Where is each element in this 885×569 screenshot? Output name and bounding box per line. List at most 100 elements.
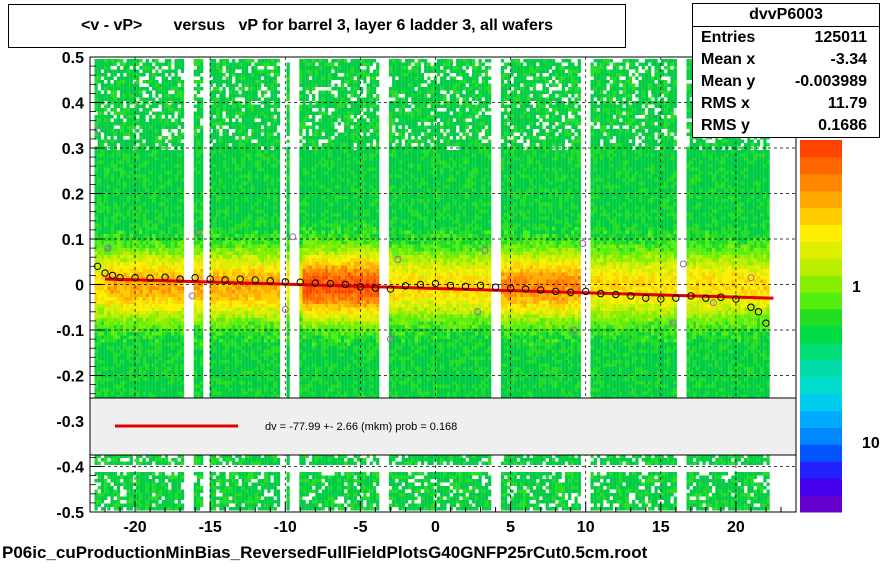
heatmap-cell — [171, 178, 175, 182]
heatmap-cell — [241, 202, 245, 206]
heatmap-cell — [241, 69, 245, 73]
heatmap-cell — [232, 139, 236, 143]
heatmap-cell — [212, 111, 217, 115]
heatmap-cell — [142, 391, 146, 395]
heatmap-cell — [164, 248, 169, 252]
heatmap-cell — [225, 80, 229, 84]
heatmap-cell — [212, 262, 217, 266]
heatmap-cell — [200, 143, 204, 147]
heatmap-cell — [145, 143, 149, 147]
heatmap-cell — [171, 136, 175, 140]
heatmap-cell — [110, 395, 114, 399]
heatmap-cell — [196, 220, 201, 224]
heatmap-cell — [145, 188, 149, 192]
heatmap-cell — [219, 489, 223, 493]
heatmap-cell — [126, 370, 130, 374]
heatmap-cell — [193, 307, 197, 311]
heatmap-cell — [123, 213, 127, 217]
heatmap-cell — [212, 255, 217, 259]
heatmap-cell — [235, 139, 239, 143]
heatmap-cell — [238, 325, 242, 329]
heatmap-cell — [123, 195, 127, 199]
heatmap-cell — [136, 216, 140, 220]
heatmap-cell — [100, 206, 105, 210]
heatmap-cell — [139, 454, 143, 458]
heatmap-cell — [100, 174, 105, 178]
heatmap-cell — [180, 276, 185, 280]
heatmap-cell — [123, 171, 127, 175]
heatmap-cell — [110, 328, 114, 332]
heatmap-cell — [94, 300, 98, 304]
heatmap-cell — [142, 62, 146, 66]
heatmap-cell — [196, 87, 201, 91]
heatmap-cell — [158, 181, 162, 185]
heatmap-cell — [123, 62, 127, 66]
heatmap-cell — [139, 493, 143, 497]
heatmap-cell — [158, 223, 162, 227]
heatmap-cell — [136, 230, 140, 234]
heatmap-cell — [238, 73, 242, 77]
heatmap-cell — [148, 258, 153, 262]
heatmap-cell — [132, 325, 137, 329]
heatmap-cell — [126, 139, 130, 143]
heatmap-cell — [238, 129, 242, 133]
heatmap-cell — [241, 461, 245, 465]
heatmap-cell — [132, 318, 137, 322]
heatmap-cell — [126, 87, 130, 91]
heatmap-cell — [136, 304, 140, 308]
heatmap-cell — [120, 111, 124, 115]
heatmap-cell — [174, 199, 178, 203]
heatmap-cell — [94, 136, 98, 140]
heatmap-cell — [129, 353, 133, 357]
heatmap-cell — [94, 251, 98, 255]
heatmap-cell — [126, 216, 130, 220]
heatmap-cell — [219, 283, 223, 287]
heatmap-cell — [116, 258, 121, 262]
heatmap-cell — [164, 346, 169, 350]
heatmap-cell — [171, 318, 175, 322]
heatmap-cell — [164, 230, 169, 234]
heatmap-cell — [228, 185, 233, 189]
heatmap-cell — [139, 349, 143, 353]
heatmap-cell — [209, 66, 213, 70]
heatmap-cell — [132, 276, 137, 280]
heatmap-cell — [196, 118, 201, 122]
heatmap-cell — [164, 290, 169, 294]
heatmap-cell — [142, 353, 146, 357]
heatmap-cell — [123, 360, 127, 364]
heatmap-cell — [209, 395, 213, 399]
heatmap-cell — [228, 363, 233, 367]
heatmap-cell — [94, 307, 98, 311]
heatmap-cell — [139, 311, 143, 315]
heatmap-cell — [241, 395, 245, 399]
heatmap-cell — [129, 150, 133, 154]
heatmap-cell — [132, 482, 137, 486]
heatmap-cell — [110, 367, 114, 371]
heatmap-cell — [174, 139, 178, 143]
heatmap-cell — [110, 69, 114, 73]
heatmap-cell — [219, 328, 223, 332]
heatmap-cell — [132, 258, 137, 262]
heatmap-cell — [116, 328, 121, 332]
heatmap-cell — [193, 370, 197, 374]
heatmap-cell — [241, 185, 245, 189]
heatmap-cell — [110, 318, 114, 322]
heatmap-cell — [129, 209, 133, 213]
heatmap-cell — [155, 335, 159, 339]
heatmap-cell — [216, 164, 220, 168]
heatmap-cell — [216, 363, 220, 367]
heatmap-cell — [209, 164, 213, 168]
heatmap-cell — [155, 493, 159, 497]
heatmap-cell — [241, 269, 245, 273]
heatmap-cell — [222, 318, 226, 322]
heatmap-cell — [104, 493, 108, 497]
heatmap-cell — [219, 241, 223, 245]
heatmap-cell — [174, 227, 178, 231]
heatmap-cell — [168, 507, 172, 511]
heatmap-cell — [232, 206, 236, 210]
heatmap-cell — [155, 90, 159, 94]
heatmap-cell — [168, 97, 172, 101]
heatmap-cell — [145, 59, 149, 63]
heatmap-cell — [200, 353, 204, 357]
heatmap-cell — [100, 262, 105, 266]
